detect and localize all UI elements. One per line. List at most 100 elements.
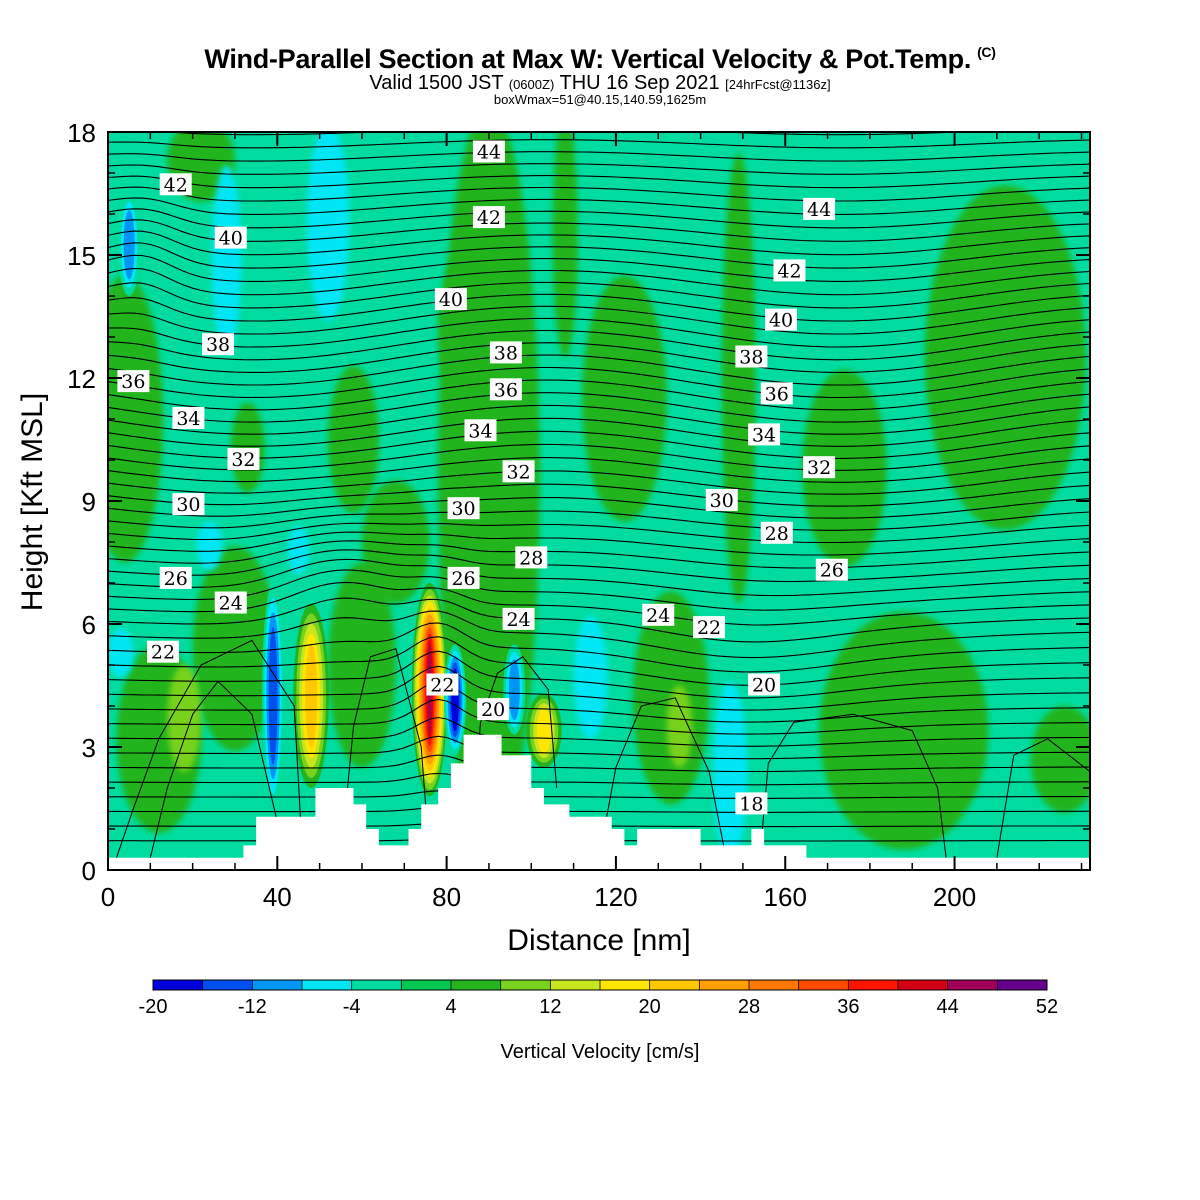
theta-contour	[108, 443, 1090, 471]
contour-label-bg	[489, 341, 522, 364]
theta-contour	[108, 681, 1090, 723]
contour-label-44: 44	[803, 197, 836, 221]
contour-label-24: 24	[214, 591, 247, 615]
contour-label-bg	[434, 288, 467, 311]
contour-label-bg	[117, 370, 150, 393]
theta-contour	[108, 197, 1090, 215]
theta-contour	[108, 329, 1090, 361]
contour-label-24: 24	[642, 603, 675, 627]
contour-label-text: 32	[807, 457, 831, 479]
contour-label-text: 18	[739, 793, 763, 815]
theta-contour	[108, 281, 1090, 309]
contour-label-34: 34	[464, 419, 497, 442]
contour-label-text: 22	[430, 675, 454, 697]
terrain-profile	[108, 734, 1090, 870]
x-axis-label: Distance [nm]	[507, 924, 690, 957]
theta-contour	[108, 665, 1090, 711]
contour-label-26: 26	[159, 566, 192, 590]
chart-title: Wind-Parallel Section at Max W: Vertical…	[0, 44, 1200, 75]
contour-label-bg	[447, 497, 480, 520]
contour-label-bg	[642, 603, 675, 626]
contour-label-20: 20	[748, 673, 781, 697]
colorbar-swatch	[302, 980, 352, 990]
contour-label-text: 30	[710, 490, 734, 512]
colorbar-swatch	[351, 980, 402, 990]
colorbar-label: Vertical Velocity [cm/s]	[501, 1041, 700, 1063]
contour-label-38: 38	[735, 345, 768, 369]
updraft-cell	[540, 712, 548, 749]
theta-contour	[108, 254, 1090, 282]
field-patch	[582, 275, 667, 522]
contour-label-text: 42	[477, 207, 501, 229]
theta-contour	[759, 713, 947, 858]
contour-label-42: 42	[159, 173, 192, 196]
theta-contour	[108, 267, 1090, 296]
contour-label-text: 34	[468, 420, 492, 442]
contour-label-text: 26	[164, 568, 188, 590]
contour-label-text: 20	[481, 699, 505, 721]
chart-title-text: Wind-Parallel Section at Max W: Vertical…	[204, 44, 972, 74]
contour-label-text: 30	[451, 498, 475, 520]
colorbar-swatch	[649, 980, 700, 990]
contour-label-bg	[472, 206, 505, 229]
contour-label-36: 36	[489, 378, 522, 401]
theta-contour	[108, 470, 1090, 495]
theta-contour	[149, 680, 287, 858]
theta-contour	[108, 558, 1090, 597]
theta-contour	[108, 354, 1090, 386]
contour-label-30: 30	[447, 497, 480, 520]
contour-label-28: 28	[760, 521, 793, 545]
colorbar-swatch	[798, 980, 849, 990]
theta-contour	[108, 716, 1090, 747]
contour-label-24: 24	[502, 607, 535, 631]
x-tick-label: 160	[764, 882, 807, 912]
contour-label-30: 30	[172, 493, 205, 516]
field-patch	[819, 611, 989, 850]
contour-label-42: 42	[773, 259, 806, 282]
theta-contour	[996, 738, 1090, 858]
theta-contour	[108, 483, 1090, 507]
x-tick-label: 80	[432, 882, 461, 912]
y-tick-label: 0	[82, 856, 96, 886]
contour-label-text: 24	[646, 605, 670, 627]
contour-label-bg	[214, 591, 247, 614]
contour-label-bg	[502, 607, 535, 630]
contour-label-40: 40	[765, 308, 798, 332]
contour-label-26: 26	[815, 558, 848, 582]
contour-label-22: 22	[693, 616, 726, 639]
colorbar-tick-label: 36	[837, 996, 859, 1018]
contour-label-text: 42	[777, 260, 801, 282]
colorbar-tick-label: 28	[738, 996, 760, 1018]
colorbar-tick-label: 52	[1036, 996, 1058, 1018]
theta-contour	[108, 366, 1090, 399]
colorbar-swatch	[252, 980, 303, 990]
contour-label-bg	[765, 308, 798, 331]
contour-label-bg	[477, 698, 510, 721]
valid-date: THU 16 Sep 2021	[559, 72, 720, 94]
colorbar-swatch	[848, 980, 899, 990]
theta-contour	[108, 305, 1090, 335]
colorbar-swatch	[202, 980, 253, 990]
theta-contour	[108, 581, 1090, 626]
theta-contour	[108, 772, 1090, 786]
field-patch	[167, 665, 202, 772]
contour-label-28: 28	[515, 546, 548, 569]
colorbar-swatch	[749, 980, 799, 990]
contour-label-text: 22	[697, 617, 721, 639]
x-tick-label: 0	[101, 882, 115, 912]
contour-label-22: 22	[147, 640, 180, 664]
contour-label-bg	[803, 456, 836, 479]
contour-label-22: 22	[426, 673, 459, 697]
contour-label-bg	[748, 673, 781, 696]
copyright-mark: (C)	[977, 44, 996, 60]
theta-contour	[108, 531, 1090, 556]
theta-contour	[108, 457, 1090, 483]
contour-label-text: 44	[807, 199, 831, 221]
contour-label-bg	[214, 226, 247, 249]
theta-contour	[108, 392, 1090, 423]
contour-labels: 4240383634323026242244424038363432302826…	[117, 140, 848, 815]
y-tick-label: 6	[82, 610, 96, 640]
theta-contour	[108, 497, 1090, 519]
